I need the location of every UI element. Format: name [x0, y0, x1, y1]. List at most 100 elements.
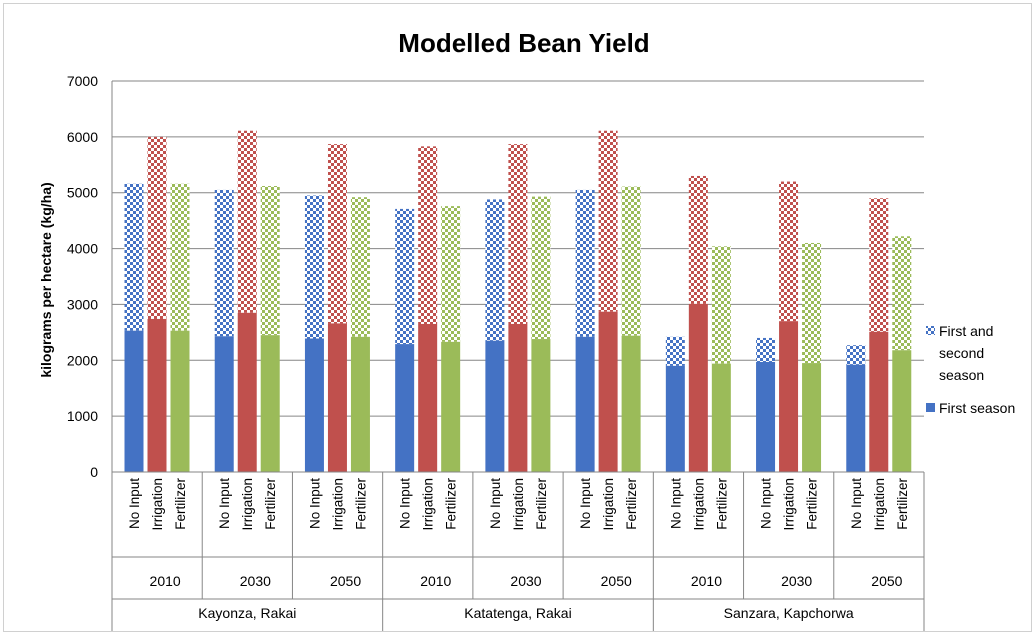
bar-first-and-second-season	[327, 144, 347, 324]
bar-first-season	[508, 323, 528, 472]
site-label: Kayonza, Rakai	[198, 605, 296, 621]
bar-first-and-second-season	[260, 186, 280, 336]
bar-first-season	[688, 303, 708, 472]
bar-first-season	[485, 340, 505, 472]
bar-first-and-second-season	[575, 189, 595, 337]
scenario-tick-label: Irrigation	[330, 478, 345, 531]
bar-first-season	[802, 363, 822, 472]
bar-first-and-second-season	[756, 337, 776, 362]
scenario-tick-label: No Input	[578, 478, 593, 529]
y-tick-label: 1000	[67, 408, 98, 424]
bar-first-season	[621, 335, 641, 472]
bar-first-season	[575, 336, 595, 472]
bar-first-and-second-season	[665, 336, 685, 366]
y-axis-label: kilograms per hectare (kg/ha)	[38, 182, 54, 377]
y-tick-label: 6000	[67, 129, 98, 145]
bar-first-and-second-season	[688, 175, 708, 304]
bar-first-and-second-season	[395, 208, 415, 345]
site-label: Sanzara, Kapchorwa	[724, 605, 854, 621]
bar-first-and-second-season	[621, 186, 641, 336]
y-tick-label: 7000	[67, 73, 98, 89]
scenario-tick-label: Fertilizer	[173, 478, 188, 530]
scenario-tick-label: Fertilizer	[353, 478, 368, 530]
bar-first-season	[214, 336, 234, 472]
bar-first-season	[304, 338, 324, 472]
bar-first-season	[260, 335, 280, 472]
scenario-tick-label: No Input	[307, 478, 322, 529]
bar-first-season	[711, 363, 731, 472]
y-tick-label: 5000	[67, 185, 98, 201]
bar-first-season	[869, 331, 889, 472]
year-label: 2030	[240, 573, 271, 589]
y-tick-labels: 0 1000 2000 3000 4000 5000 6000 7000	[67, 73, 98, 480]
legend-label-first-and-second-season: First and	[939, 323, 993, 339]
chart-title: Modelled Bean Yield	[398, 28, 649, 58]
scenario-tick-label: Fertilizer	[444, 478, 459, 530]
scenario-tick-label: No Input	[668, 478, 683, 529]
bean-yield-chart: Modelled Bean Yield kilograms per hectar…	[38, 28, 1015, 631]
bar-first-season	[441, 341, 461, 472]
bar-first-season	[779, 321, 799, 472]
bar-first-season	[124, 330, 144, 472]
bar-first-and-second-season	[124, 183, 144, 331]
scenario-tick-label: Fertilizer	[263, 478, 278, 530]
bar-first-and-second-season	[802, 242, 822, 364]
bar-first-and-second-season	[350, 197, 370, 337]
year-label: 2050	[601, 573, 632, 589]
scenario-tick-label: Fertilizer	[534, 478, 549, 530]
bar-first-season	[170, 330, 190, 472]
scenario-tick-label: Irrigation	[150, 478, 165, 531]
scenario-tick-label: No Input	[217, 478, 232, 529]
year-label: 2050	[871, 573, 902, 589]
bar-first-and-second-season	[598, 130, 618, 312]
bar-first-and-second-season	[304, 195, 324, 339]
scenario-tick-label: Fertilizer	[624, 478, 639, 530]
bar-first-and-second-season	[485, 199, 505, 341]
year-label: 2030	[781, 573, 812, 589]
scenario-tick-label: Irrigation	[872, 478, 887, 531]
y-tick-label: 0	[90, 464, 98, 480]
scenario-tick-label: No Input	[849, 478, 864, 529]
y-tick-label: 4000	[67, 241, 98, 257]
year-label: 2010	[420, 573, 451, 589]
bar-first-season	[418, 323, 438, 472]
y-tick-label: 2000	[67, 352, 98, 368]
bar-first-and-second-season	[869, 198, 889, 332]
bar-first-season	[395, 344, 415, 472]
bar-first-season	[892, 350, 912, 472]
bar-first-and-second-season	[214, 189, 234, 337]
bar-first-season	[531, 339, 551, 472]
legend-label-first-and-second-season: season	[939, 367, 984, 383]
bar-first-and-second-season	[531, 196, 551, 340]
bar-first-season	[846, 364, 866, 472]
scenario-tick-label: Fertilizer	[805, 478, 820, 530]
scenario-tick-label: Irrigation	[782, 478, 797, 531]
year-label: 2010	[150, 573, 181, 589]
scenario-tick-label: Fertilizer	[895, 478, 910, 530]
scenario-tick-label: Irrigation	[511, 478, 526, 531]
bar-first-and-second-season	[779, 181, 799, 322]
bar-first-and-second-season	[711, 246, 731, 364]
bar-first-season	[756, 361, 776, 472]
bar-first-season	[327, 323, 347, 472]
scenario-tick-label: No Input	[759, 478, 774, 529]
year-label: 2030	[510, 573, 541, 589]
bar-first-and-second-season	[846, 345, 866, 365]
bar-first-season	[350, 336, 370, 472]
scenario-tick-label: No Input	[488, 478, 503, 529]
scenario-tick-label: No Input	[127, 478, 142, 529]
bar-first-season	[598, 311, 618, 472]
y-tick-label: 3000	[67, 296, 98, 312]
legend-swatch-checkered	[926, 326, 935, 335]
legend-swatch-solid	[926, 403, 935, 412]
scenario-tick-label: Irrigation	[691, 478, 706, 531]
bar-first-season	[147, 318, 167, 472]
scenario-tick-label: Irrigation	[601, 478, 616, 531]
site-label: Katatenga, Rakai	[464, 605, 571, 621]
year-label: 2050	[330, 573, 361, 589]
bar-first-season	[237, 312, 257, 472]
year-label: 2010	[691, 573, 722, 589]
bar-first-and-second-season	[147, 136, 167, 319]
bar-first-and-second-season	[418, 146, 438, 324]
bar-first-and-second-season	[441, 206, 461, 342]
